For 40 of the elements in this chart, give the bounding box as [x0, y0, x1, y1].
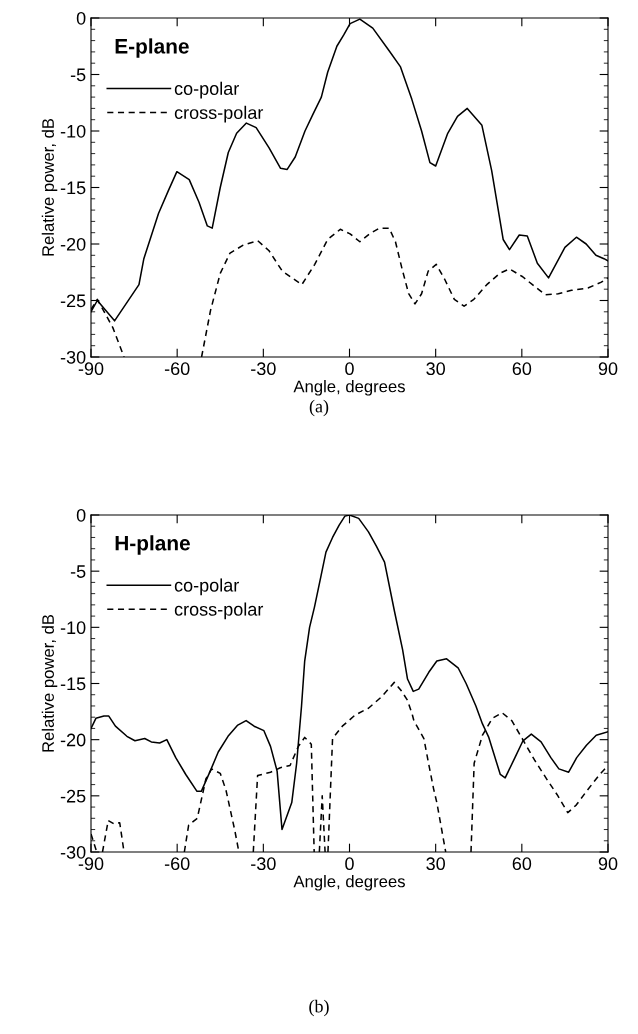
text: (a) — [309, 399, 329, 417]
y-tick-label: -20 — [60, 237, 86, 251]
x-axis-title: Angle, degrees — [293, 875, 405, 891]
x-axis-title: Angle, degrees — [293, 380, 405, 396]
x-tick-label: -90 — [78, 857, 104, 871]
x-tick-label: -60 — [164, 362, 190, 376]
x-tick-label: 60 — [512, 362, 532, 376]
y-tick-label: -10 — [60, 124, 86, 138]
text: E-plane — [115, 38, 189, 58]
y-axis-title: Relative power, dB — [41, 118, 58, 256]
y-tick-label: -15 — [60, 677, 86, 691]
y-tick-label: -30 — [60, 845, 86, 859]
x-tick-label: 60 — [512, 857, 532, 871]
y-tick-label: -5 — [70, 68, 86, 82]
y-tick-label: -30 — [60, 350, 86, 364]
y-tick-label: -10 — [60, 621, 86, 635]
x-tick-label: -30 — [251, 857, 276, 871]
legend-label: co-polar — [174, 578, 239, 596]
y-tick-label: -25 — [60, 789, 86, 803]
x-tick-label: -90 — [78, 362, 104, 376]
x-tick-label: 30 — [426, 857, 445, 871]
x-tick-label: -30 — [251, 362, 276, 376]
y-tick-label: -5 — [70, 565, 86, 578]
x-tick-label: 0 — [345, 362, 354, 376]
y-tick-label: -20 — [60, 733, 86, 747]
x-tick-label: 90 — [598, 362, 618, 376]
legend-label: cross-polar — [174, 602, 264, 620]
x-tick-label: -60 — [164, 857, 190, 871]
x-tick-label: 30 — [426, 362, 445, 376]
text: (b) — [309, 999, 329, 1017]
x-tick-label: 0 — [345, 857, 354, 871]
legend-label: co-polar — [174, 81, 239, 99]
legend-label: cross-polar — [174, 105, 264, 123]
y-tick-label: 0 — [76, 508, 86, 522]
y-tick-label: -25 — [60, 294, 86, 308]
y-tick-label: 0 — [76, 11, 86, 25]
x-tick-label: 90 — [598, 857, 618, 871]
text: H-plane — [115, 535, 190, 555]
y-tick-label: -15 — [60, 181, 86, 195]
y-axis-title: Relative power, dB — [41, 614, 58, 752]
